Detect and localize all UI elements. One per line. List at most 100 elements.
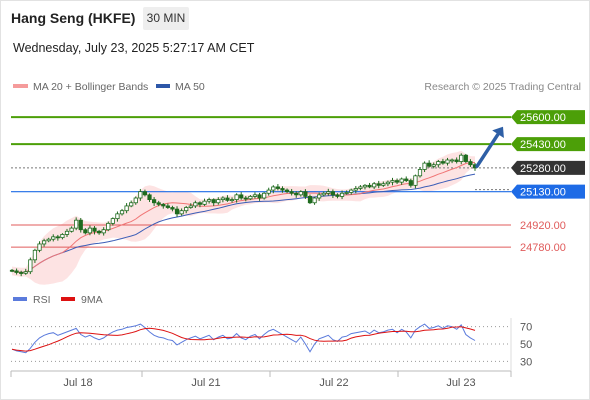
- level-label-resistance: 25600.00: [520, 112, 566, 124]
- candle-body: [394, 180, 400, 183]
- candle-body: [55, 236, 60, 239]
- x-axis: Jul 18 Jul 21 Jul 22 Jul 23: [10, 371, 512, 389]
- candle-body: [216, 199, 221, 204]
- candle-body: [353, 188, 358, 191]
- x-tick-label: Jul 18: [63, 377, 92, 389]
- candle-body: [280, 188, 285, 191]
- rsi-legend-label: RSI: [33, 294, 51, 306]
- level-label-pivot: 25130.00: [520, 187, 566, 199]
- candle-body: [101, 229, 106, 234]
- candle-body: [229, 199, 235, 201]
- candle-body: [115, 213, 120, 220]
- candle-body: [330, 191, 335, 196]
- candle-body: [413, 175, 418, 186]
- candle-body: [41, 240, 47, 245]
- candle-body: [207, 199, 212, 202]
- x-tick-label: Jul 21: [191, 377, 220, 389]
- candle-body: [60, 234, 65, 239]
- candle-body: [312, 197, 317, 204]
- candle-body: [37, 243, 42, 251]
- candle-body: [298, 191, 303, 196]
- candle-body: [326, 191, 331, 194]
- candle-body: [220, 197, 225, 200]
- candle-body: [358, 186, 363, 189]
- candle-body: [454, 159, 459, 162]
- candle-body: [422, 162, 427, 170]
- candle-body: [9, 269, 15, 272]
- candle-body: [239, 194, 244, 199]
- candle-body: [381, 183, 386, 186]
- candlesticks: [9, 153, 478, 277]
- candle-body: [367, 184, 372, 188]
- candle-body: [307, 196, 313, 204]
- candle-body: [179, 210, 184, 215]
- candle-body: [284, 189, 290, 193]
- rsi-line: [11, 323, 476, 354]
- candle-body: [46, 238, 51, 242]
- candle-body: [390, 180, 395, 183]
- candle-body: [165, 205, 170, 208]
- candle-body: [138, 191, 143, 199]
- level-tag-current: [511, 160, 585, 175]
- candle-body: [184, 207, 189, 212]
- candle-body: [372, 183, 377, 188]
- candle-body: [404, 178, 409, 181]
- level-label-support: 24920.00: [520, 220, 566, 232]
- candle-body: [257, 194, 262, 199]
- candle-body: [362, 184, 368, 188]
- level-label-resistance: 25430.00: [520, 139, 566, 151]
- ma50-line: [11, 173, 476, 273]
- x-tick-label: Jul 23: [446, 377, 475, 389]
- rsi-legend-swatch: [13, 297, 27, 301]
- timeframe-badge[interactable]: 30 MIN: [143, 7, 189, 30]
- candle-body: [252, 194, 258, 197]
- datetime-label: Wednesday, July 23, 2025 5:27:17 AM CET: [13, 41, 255, 55]
- candle-body: [376, 183, 381, 186]
- candle-body: [339, 192, 345, 197]
- rsi-tick-label: 50: [520, 339, 532, 351]
- candle-body: [289, 191, 294, 194]
- candle-body: [19, 272, 24, 274]
- candle-body: [234, 194, 239, 200]
- candle-body: [248, 196, 253, 200]
- candle-body: [225, 197, 230, 201]
- projection-arrow-shaft: [475, 132, 500, 169]
- candle-body: [317, 194, 322, 199]
- rsi-tick-label: 30: [520, 356, 532, 368]
- price-levels: [11, 116, 511, 248]
- bollinger-legend-swatch: [13, 84, 28, 88]
- candle-body: [399, 178, 404, 183]
- candle-body: [275, 186, 280, 189]
- candle-body: [142, 191, 148, 196]
- candle-body: [431, 164, 436, 167]
- ma50-legend-swatch: [156, 84, 170, 88]
- level-tag-resistance: [511, 137, 585, 152]
- rsi-tick-label: 70: [520, 322, 532, 334]
- candle-body: [266, 189, 271, 194]
- level-tag-pivot: [511, 184, 585, 199]
- candle-body: [87, 227, 93, 234]
- candle-body: [427, 162, 432, 167]
- candle-body: [106, 222, 111, 231]
- bollinger-legend-label: MA 20 + Bollinger Bands: [33, 81, 148, 93]
- candle-body: [32, 249, 38, 261]
- rsi-ma-legend-label: 9MA: [81, 294, 103, 306]
- ma50-legend-label: MA 50: [175, 81, 205, 93]
- level-labels: 25600.00 25430.00 25280.00 25130.00 24920.00…: [511, 110, 585, 254]
- copyright-label: Research © 2025 Trading Central: [424, 81, 581, 93]
- page-title: Hang Seng (HKFE): [11, 10, 136, 26]
- candle-body: [385, 181, 391, 185]
- candle-body: [459, 154, 464, 162]
- candle-body: [449, 159, 455, 162]
- candle-body: [188, 205, 193, 208]
- candle-body: [193, 202, 198, 207]
- candle-body: [344, 192, 349, 194]
- bollinger-bands: [12, 150, 475, 285]
- rsi-pane: 70 50 30: [11, 322, 532, 368]
- candle-body: [211, 199, 216, 204]
- candle-body: [110, 218, 115, 224]
- candle-body: [152, 199, 157, 204]
- candle-body: [28, 259, 33, 273]
- projection-arrow: [475, 126, 504, 169]
